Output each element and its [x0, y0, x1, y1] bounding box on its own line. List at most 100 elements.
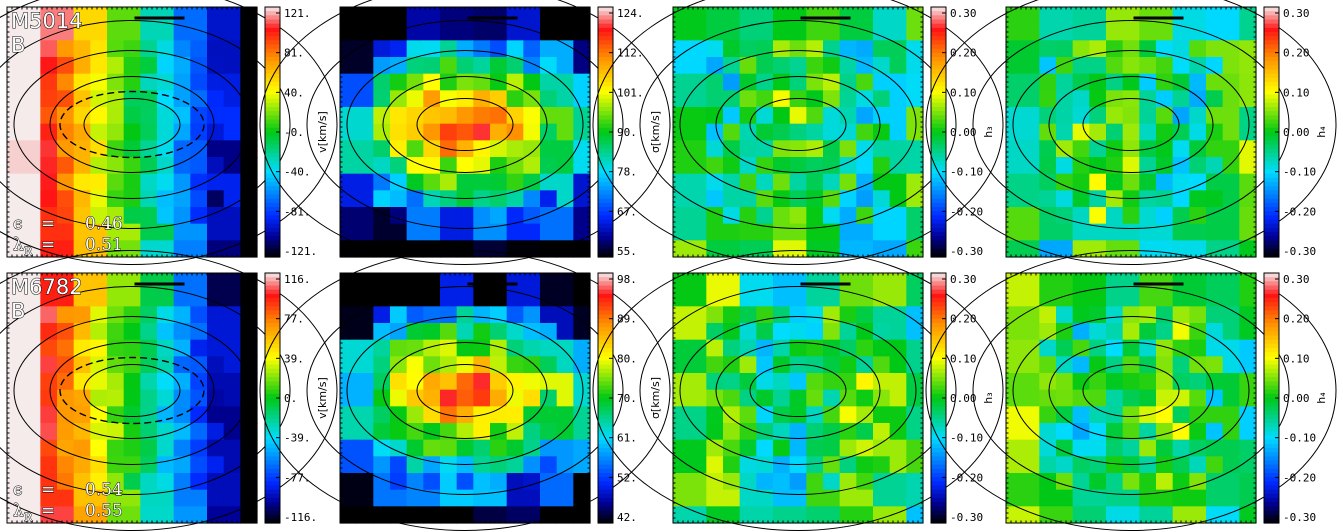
map-pixel [7, 173, 25, 191]
map-pixel [40, 223, 58, 241]
map-pixel [7, 489, 25, 507]
map-pixel [123, 173, 141, 191]
map-pixel [906, 140, 924, 158]
map-pixel [456, 173, 474, 191]
map-pixel [1156, 506, 1174, 524]
map-pixel [1239, 240, 1257, 258]
map-pixel [223, 339, 241, 357]
map-pixel [823, 456, 841, 474]
map-pixel [73, 107, 91, 125]
map-pixel [1056, 223, 1074, 241]
map-pixel [856, 439, 874, 457]
map-pixel [1172, 273, 1190, 291]
map-pixel [1072, 140, 1090, 158]
map-pixel [240, 306, 258, 324]
map-pixel [390, 456, 408, 474]
map-pixel [456, 123, 474, 141]
map-pixel [23, 356, 41, 374]
map-pixel [1072, 273, 1090, 291]
map-pixel [789, 306, 807, 324]
map-pixel [390, 73, 408, 91]
map-pixel [423, 40, 441, 58]
map-pixel [406, 339, 424, 357]
map-pixel [1122, 339, 1140, 357]
map-pixel [1189, 489, 1207, 507]
map-pixel [390, 406, 408, 424]
map-pixel [1139, 289, 1157, 307]
map-pixel [856, 356, 874, 374]
map-pixel [107, 90, 125, 108]
map-pixel [1022, 157, 1040, 175]
map-pixel [1106, 439, 1124, 457]
map-pixel [689, 356, 707, 374]
map-pixel [107, 473, 125, 491]
band-label: B [11, 299, 25, 323]
stat-symbol: λ [13, 235, 24, 255]
map-pixel [373, 40, 391, 58]
map-pixel [423, 339, 441, 357]
colorbar-tick-label: 80. [617, 352, 637, 365]
map-pixel [523, 73, 541, 91]
map-pixel [1056, 306, 1074, 324]
map-pixel [1089, 289, 1107, 307]
map-pixel [90, 306, 108, 324]
map-pixel [356, 140, 374, 158]
map-pixel [889, 57, 907, 75]
map-pixel [1006, 223, 1024, 241]
map-pixel [1222, 123, 1240, 141]
map-pixel [490, 339, 508, 357]
map-pixel [423, 223, 441, 241]
map-pixel [889, 23, 907, 41]
map-pixel [423, 406, 441, 424]
map-pixel [723, 223, 741, 241]
map-pixel [406, 240, 424, 258]
map-pixel [340, 207, 358, 225]
map-pixel [756, 173, 774, 191]
map-pixel [739, 406, 757, 424]
map-pixel [423, 473, 441, 491]
map-pixel [107, 207, 125, 225]
map-pixel [57, 506, 75, 524]
map-pixel [1172, 73, 1190, 91]
map-pixel [107, 289, 125, 307]
map-pixel [773, 439, 791, 457]
map-pixel [207, 339, 225, 357]
map-pixel [1189, 506, 1207, 524]
map-pixel [7, 190, 25, 208]
map-pixel [373, 506, 391, 524]
map-pixel [839, 90, 857, 108]
map-pixel [1122, 389, 1140, 407]
map-pixel [1039, 406, 1057, 424]
map-pixel [506, 207, 524, 225]
map-pixel [556, 107, 574, 125]
map-pixel [157, 373, 175, 391]
map-pixel [423, 439, 441, 457]
map-pixel [506, 57, 524, 75]
map-pixel [1172, 423, 1190, 441]
colorbar-tick-label: 0.30 [950, 7, 977, 20]
map-pixel [240, 157, 258, 175]
frame-ticks [6, 272, 258, 524]
map-pixel [190, 157, 208, 175]
map-pixel [173, 240, 191, 258]
map-pixel [1239, 173, 1257, 191]
map-pixel [123, 506, 141, 524]
map-pixel [540, 57, 558, 75]
map-pixel [23, 373, 41, 391]
map-pixel [340, 389, 358, 407]
map-pixel [789, 423, 807, 441]
map-pixel [906, 223, 924, 241]
map-pixel [107, 356, 125, 374]
map-pixel [873, 406, 891, 424]
map-pixel [673, 506, 691, 524]
map-pixel [1156, 389, 1174, 407]
map-pixel [406, 140, 424, 158]
map-pixel [706, 107, 724, 125]
map-pixel [90, 7, 108, 25]
map-pixel [706, 140, 724, 158]
map-pixel [1222, 23, 1240, 41]
colorbar-tick-label: -0. [284, 126, 304, 139]
map-pixel [839, 473, 857, 491]
map-pixel [806, 456, 824, 474]
map-pixel [423, 240, 441, 258]
